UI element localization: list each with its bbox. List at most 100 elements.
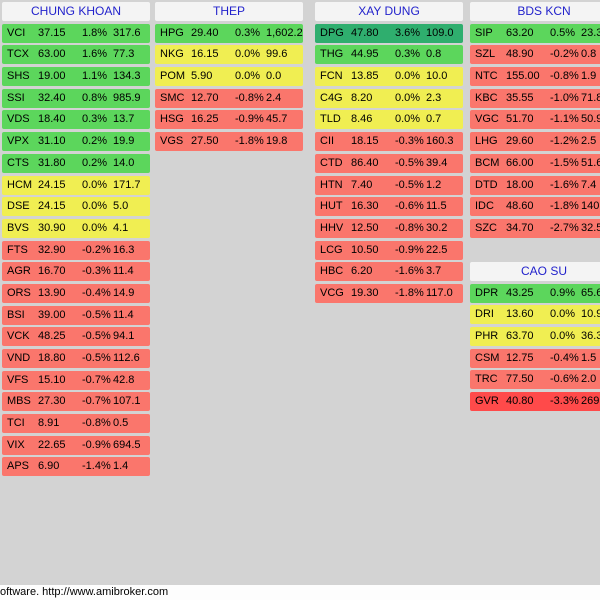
ticker-price: 34.70	[506, 221, 534, 234]
ticker-symbol: SZL	[475, 48, 496, 61]
ticker-row[interactable]: TCX 63.00 1.6% 77.3	[2, 45, 150, 65]
ticker-row[interactable]: VIX 22.65 -0.9% 694.5	[2, 435, 150, 455]
sector-table: THEP HPG 29.40 0.3% 1,602.2 NKG 16.15 0.…	[155, 2, 303, 154]
ticker-row[interactable]: MBS 27.30 -0.7% 107.1	[2, 392, 150, 412]
sector-title: THEP	[212, 4, 245, 18]
ticker-row[interactable]: CTD 86.40 -0.5% 39.4	[315, 153, 463, 173]
ticker-symbol: CSM	[475, 351, 500, 364]
ticker-volume: 14.9	[113, 286, 135, 299]
ticker-volume: 171.7	[113, 178, 141, 191]
ticker-row[interactable]: BCM 66.00 -1.5% 51.6	[470, 153, 600, 173]
ticker-row[interactable]: HSG 16.25 -0.9% 45.7	[155, 110, 303, 130]
ticker-change-percent: 0.8%	[82, 91, 108, 104]
ticker-row[interactable]: HUT 16.30 -0.6% 11.5	[315, 197, 463, 217]
ticker-row[interactable]: SHS 19.00 1.1% 134.3	[2, 67, 150, 87]
ticker-row[interactable]: ORS 13.90 -0.4% 14.9	[2, 283, 150, 303]
ticker-row[interactable]: LHG 29.60 -1.2% 2.5	[470, 132, 600, 152]
ticker-row[interactable]: DPR 43.25 0.9% 65.6	[470, 283, 600, 303]
ticker-price: 44.95	[351, 48, 379, 61]
ticker-row[interactable]: BSI 39.00 -0.5% 11.4	[2, 305, 150, 325]
ticker-row[interactable]: NKG 16.15 0.0% 99.6	[155, 45, 303, 65]
ticker-row[interactable]: DPG 47.80 3.6% 109.0	[315, 23, 463, 43]
ticker-row[interactable]: AGR 16.70 -0.3% 11.4	[2, 262, 150, 282]
ticker-row[interactable]: SSI 32.40 0.8% 985.9	[2, 88, 150, 108]
sector-header: CAO SU	[470, 262, 600, 281]
ticker-row[interactable]: TCI 8.91 -0.8% 0.5	[2, 414, 150, 434]
ticker-row[interactable]: HTN 7.40 -0.5% 1.2	[315, 175, 463, 195]
ticker-row[interactable]: VDS 18.40 0.3% 13.7	[2, 110, 150, 130]
ticker-row[interactable]: KBC 35.55 -1.0% 71.8	[470, 88, 600, 108]
ticker-row[interactable]: VGC 51.70 -1.1% 50.9	[470, 110, 600, 130]
ticker-row[interactable]: APS 6.90 -1.4% 1.4	[2, 457, 150, 477]
ticker-row[interactable]: C4G 8.20 0.0% 2.3	[315, 88, 463, 108]
ticker-row[interactable]: VPX 31.10 0.2% 19.9	[2, 132, 150, 152]
ticker-symbol: NTC	[475, 70, 498, 83]
ticker-change-percent: 0.0%	[82, 200, 108, 213]
ticker-symbol: BCM	[475, 156, 500, 169]
ticker-symbol: VCK	[7, 330, 30, 343]
ticker-price: 63.20	[506, 26, 534, 39]
sector-table: CHUNG KHOAN VCI 37.15 1.8% 317.6 TCX 63.…	[2, 2, 150, 479]
ticker-price: 8.20	[351, 91, 373, 104]
ticker-row[interactable]: THG 44.95 0.3% 0.8	[315, 45, 463, 65]
ticker-row[interactable]: SMC 12.70 -0.8% 2.4	[155, 88, 303, 108]
ticker-symbol: HUT	[320, 200, 343, 213]
ticker-row[interactable]: SZC 34.70 -2.7% 32.5	[470, 218, 600, 238]
ticker-change-percent: -0.2%	[82, 243, 111, 256]
ticker-row[interactable]: HCM 24.15 0.0% 171.7	[2, 175, 150, 195]
ticker-price: 13.85	[351, 70, 379, 83]
ticker-row[interactable]: VCG 19.30 -1.8% 117.0	[315, 283, 463, 303]
ticker-row[interactable]: POM 5.90 0.0% 0.0	[155, 67, 303, 87]
ticker-symbol: ORS	[7, 286, 31, 299]
ticker-symbol: LHG	[475, 135, 498, 148]
ticker-row[interactable]: FCN 13.85 0.0% 10.0	[315, 67, 463, 87]
ticker-change-percent: -1.1%	[550, 113, 579, 126]
ticker-symbol: SIP	[475, 26, 493, 39]
ticker-row[interactable]: LCG 10.50 -0.9% 22.5	[315, 240, 463, 260]
ticker-price: 27.30	[38, 395, 66, 408]
ticker-row[interactable]: GVR 40.80 -3.3% 269	[470, 392, 600, 412]
ticker-volume: 1.5	[581, 351, 597, 364]
ticker-volume: 3.7	[426, 265, 442, 278]
ticker-row[interactable]: VCI 37.15 1.8% 317.6	[2, 23, 150, 43]
ticker-price: 24.15	[38, 200, 66, 213]
ticker-change-percent: -1.4%	[82, 460, 111, 473]
ticker-row[interactable]: CSM 12.75 -0.4% 1.5	[470, 348, 600, 368]
ticker-row[interactable]: VND 18.80 -0.5% 112.6	[2, 349, 150, 368]
ticker-row[interactable]: DRI 13.60 0.0% 10.9	[470, 305, 600, 325]
ticker-row[interactable]: DTD 18.00 -1.6% 7.4	[470, 175, 600, 195]
ticker-row[interactable]: HBC 6.20 -1.6% 3.7	[315, 262, 463, 282]
ticker-row[interactable]: VFS 15.10 -0.7% 42.8	[2, 370, 150, 390]
ticker-change-percent: -0.8%	[235, 91, 264, 104]
ticker-symbol: NKG	[160, 48, 184, 61]
ticker-volume: 2.3	[426, 91, 442, 104]
ticker-row[interactable]: IDC 48.60 -1.8% 140	[470, 197, 600, 217]
ticker-volume: 0.7	[426, 113, 442, 126]
ticker-row[interactable]: TLD 8.46 0.0% 0.7	[315, 110, 463, 130]
ticker-row[interactable]: CII 18.15 -0.3% 160.3	[315, 132, 463, 152]
ticker-change-percent: -0.7%	[82, 373, 111, 386]
ticker-row[interactable]: HHV 12.50 -0.8% 30.2	[315, 218, 463, 238]
ticker-row[interactable]: CTS 31.80 0.2% 14.0	[2, 153, 150, 173]
ticker-change-percent: 0.0%	[395, 91, 421, 104]
ticker-row[interactable]: TRC 77.50 -0.6% 2.0	[470, 370, 600, 390]
ticker-row[interactable]: BVS 30.90 0.0% 4.1	[2, 218, 150, 238]
ticker-symbol: VGS	[160, 135, 184, 148]
ticker-volume: 19.9	[113, 135, 135, 148]
ticker-row[interactable]: SIP 63.20 0.5% 23.3	[470, 23, 600, 43]
ticker-row[interactable]: NTC 155.00 -0.8% 1.9	[470, 67, 600, 87]
ticker-volume: 45.7	[266, 113, 288, 126]
ticker-change-percent: -1.6%	[550, 178, 579, 191]
sector-title: CAO SU	[520, 264, 567, 278]
ticker-row[interactable]: FTS 32.90 -0.2% 16.3	[2, 240, 150, 260]
ticker-row[interactable]: DSE 24.15 0.0% 5.0	[2, 197, 150, 217]
ticker-volume: 1.4	[113, 460, 129, 473]
ticker-change-percent: -0.5%	[395, 178, 424, 191]
ticker-row[interactable]: PHR 63.70 0.0% 36.3	[470, 327, 600, 347]
ticker-change-percent: -0.6%	[395, 200, 424, 213]
ticker-row[interactable]: VGS 27.50 -1.8% 19.8	[155, 132, 303, 152]
ticker-row[interactable]: VCK 48.25 -0.5% 94.1	[2, 327, 150, 347]
ticker-row[interactable]: HPG 29.40 0.3% 1,602.2	[155, 23, 303, 43]
ticker-volume: 985.9	[113, 91, 141, 104]
ticker-row[interactable]: SZL 48.90 -0.2% 0.8	[470, 45, 600, 65]
